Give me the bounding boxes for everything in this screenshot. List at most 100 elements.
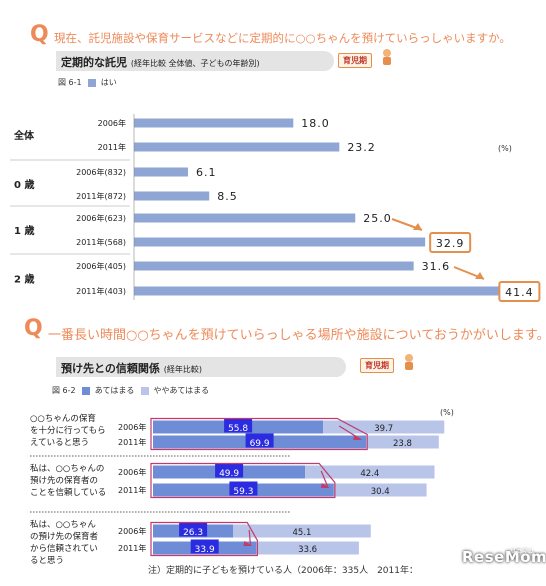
data-label: 41.4 [505,286,534,299]
row-label: 2006年 [118,526,146,536]
badge-ikujiki-2: 育児期 [360,358,394,373]
highlight-box [429,232,472,253]
chart-title: 定期的な託児 (経年比較 全体値、子どもの年齢別) [61,54,260,70]
data-label: 18.0 [301,117,330,130]
bar [134,261,414,271]
row-label: 2011年 [98,142,126,152]
bar [134,118,294,128]
increase-arrow-head [353,435,363,440]
bar-series-2 [256,541,359,555]
row-group-label: えていると思う [30,438,89,448]
row-group-label: 私は、○○ちゃん [30,520,96,530]
data-label: 31.6 [422,260,451,273]
figure-label: 図 6-1 [58,78,82,87]
value-box [215,463,244,478]
data-label: 32.9 [436,237,465,250]
increase-arrow [248,529,251,546]
value-box [229,481,258,496]
row-label: 2006年 [98,118,126,128]
row-label: 2011年(872) [76,191,126,201]
highlight-box [498,281,541,302]
row-group-label: から信頼されてい [30,543,98,554]
child-icon-2 [405,354,413,370]
question-mark-2: Q [24,316,43,341]
row-label: 2006年(832) [76,167,126,177]
data-label: 25.0 [363,212,392,225]
legend-label: はい [100,78,117,87]
question-text-2: 一番長い時間○○ちゃんを預けていらっしゃる場所や施設についておうかがいします。 [48,328,546,343]
data-label-series-1: 49.9 [219,469,239,479]
brand-logo: リセマム ReseMom [462,548,546,566]
data-label: 23.2 [347,141,376,154]
legend-label-1: あてはまる [94,386,135,395]
data-label-series-1: 69.9 [250,439,270,449]
bar-series-2 [305,465,435,479]
chart-subtitle: (経年比較 全体値、子どもの年齢別) [130,59,260,68]
data-label-series-1: 33.9 [195,545,215,555]
data-label-series-2: 30.4 [371,487,390,497]
unit-label: (%) [498,144,512,153]
data-label: 6.1 [196,166,217,179]
badge-ikujiki: 育児期 [338,53,372,68]
data-label: 8.5 [217,190,238,203]
figure-number-2: 図 6-2 あてはまる ややあてはまる [52,385,209,396]
value-box [179,522,208,537]
group-label: 2 歳 [14,273,34,286]
group-label: 全体 [13,129,35,142]
increase-arrow [320,470,329,488]
data-label-series-2: 39.7 [374,424,393,434]
value-box [224,418,253,433]
chart-title-2: 預け先との信頼関係 (経年比較) [61,360,202,376]
row-group-label: の預け先の保育者 [30,531,99,542]
group-label: 0 歳 [14,178,34,191]
bar [134,237,426,247]
chart-title-bar-2: 預け先との信頼関係 (経年比較) [56,357,346,377]
chart-subtitle-2: (経年比較) [163,365,202,374]
row-label: 2011年 [118,485,146,495]
bar-series-2 [333,483,427,497]
value-box [190,539,219,554]
bar-series-2 [233,524,371,538]
row-group-label: ○○ちゃんの保育 [30,413,96,424]
bar [134,286,501,296]
row-label: 2006年 [118,467,146,477]
row-label: 2006年(405) [76,261,126,271]
data-label-series-1: 55.8 [228,424,248,434]
chart-title-text: 定期的な託児 [61,56,127,69]
increase-arrow-head [243,541,253,546]
question-text: 現在、託児施設や保育サービスなどに定期的に○○ちゃんを預けていらっしゃいますか。 [54,31,511,45]
question-mark: Q [30,22,49,47]
brand-ruby: リセマム [510,548,535,555]
increase-outline [150,521,258,557]
bar-series-2 [366,435,439,449]
data-label-series-2: 45.1 [293,528,312,538]
value-box [245,433,274,448]
bar [134,191,210,201]
brand-name: ReseMom [462,548,546,566]
row-label: 2006年(623) [76,213,126,223]
data-label-series-1: 26.3 [183,528,203,538]
row-group-label: 預け先の保育者の [30,475,98,486]
bar [134,213,356,223]
trend-arrow-head [413,223,422,230]
row-group-label: ことを信頼している [30,487,106,498]
bar [134,167,188,177]
row-label: 2011年 [118,543,146,553]
legend-swatch [88,78,97,87]
bar [134,142,340,152]
data-label-series-2: 33.6 [298,545,317,555]
figure-number: 図 6-1 はい [58,77,117,88]
group-label: 1 歳 [14,224,34,237]
legend-label-2: ややあてはまる [153,386,210,395]
increase-arrow-head [320,483,330,488]
row-group-label: ると思う [30,556,64,566]
chart-regular-childcare: 全体 2006年 18.0 2011年 23.2 0 歳 2006年(832) 6.1 2011… [10,114,541,302]
row-label: 2011年(403) [76,286,126,296]
increase-outline [150,417,368,451]
trend-arrow-head [475,272,484,279]
chart-title-bar: 定期的な託児 (経年比較 全体値、子どもの年齢別) [56,51,334,71]
row-label: 2011年(568) [76,237,126,247]
footnote: 注）定期的に子どもを預けている人（2006年：335人 2011年： [148,566,418,576]
legend-swatch-2 [140,386,149,395]
